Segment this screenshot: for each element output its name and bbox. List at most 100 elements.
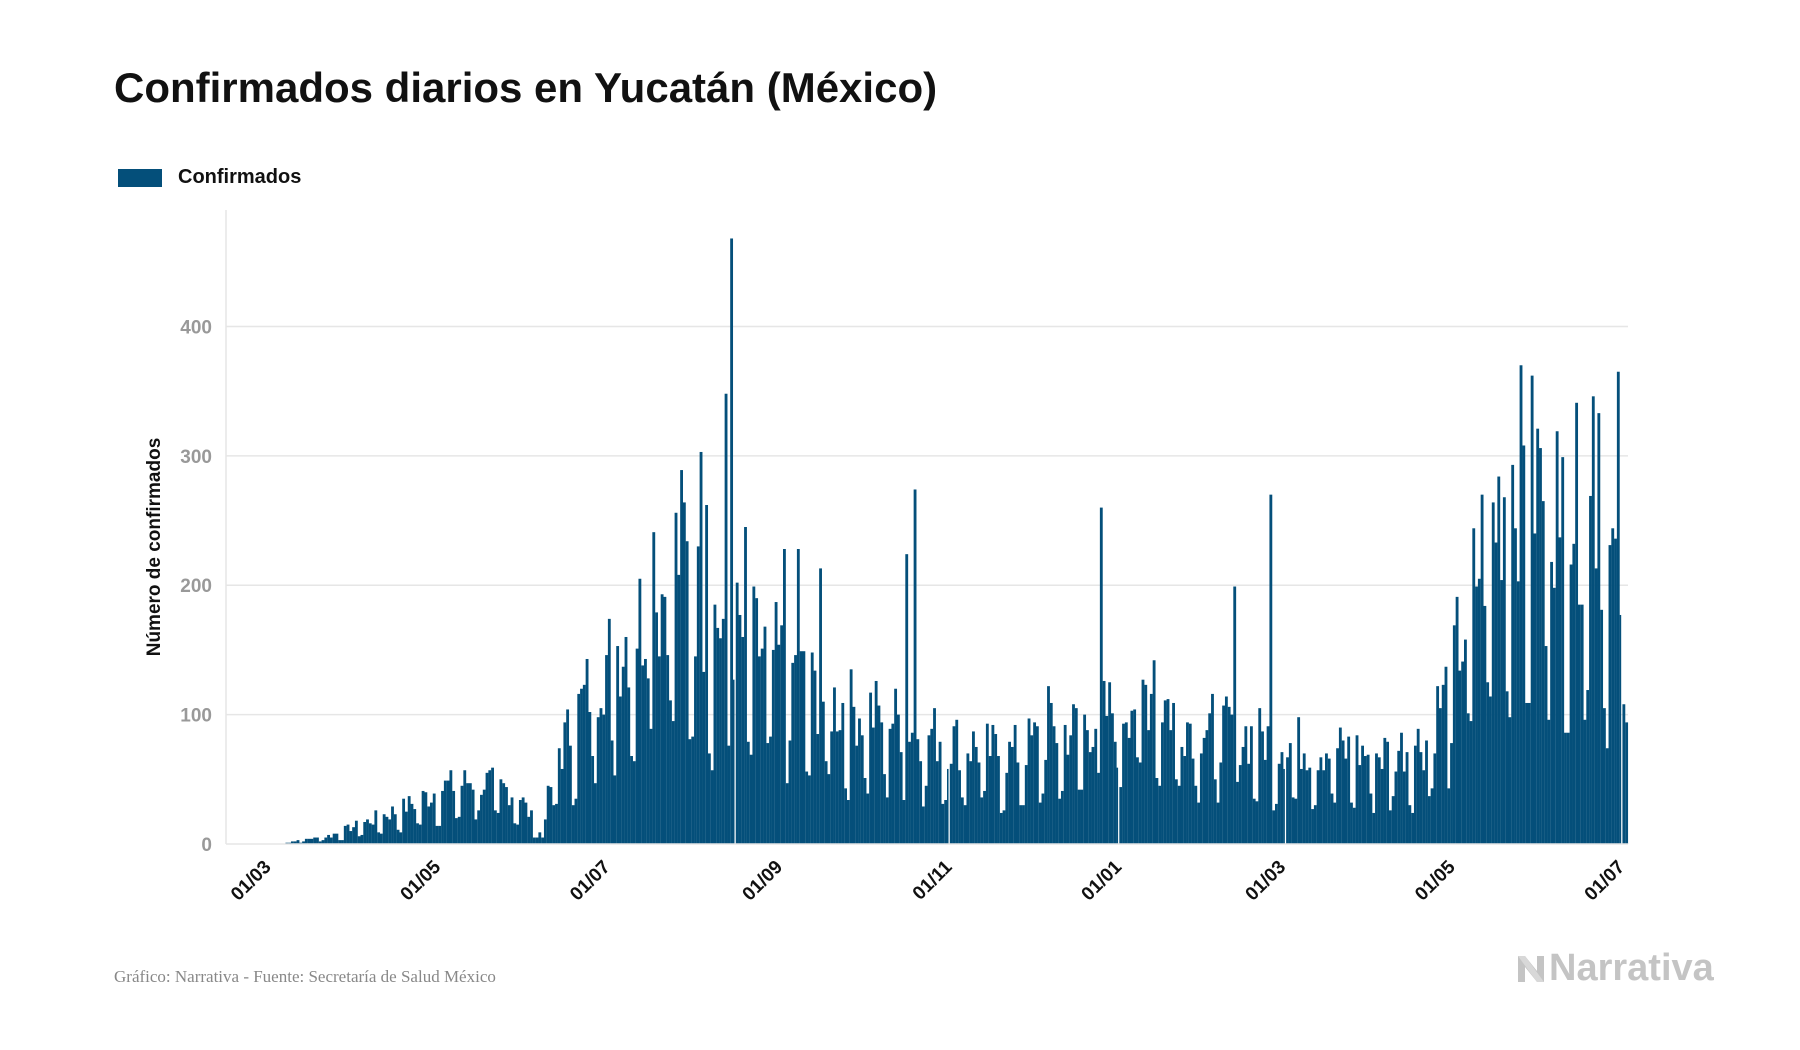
bar (1099, 507, 1103, 844)
bar (385, 816, 389, 844)
bar (1111, 713, 1114, 844)
bar (1316, 770, 1320, 844)
bar (791, 662, 795, 844)
bar (532, 837, 536, 844)
bar (1541, 501, 1545, 844)
bar (677, 574, 681, 844)
bar (1119, 787, 1123, 844)
bar (535, 837, 539, 844)
bar (860, 735, 864, 844)
bar (1441, 684, 1445, 844)
bar (766, 743, 770, 844)
bar (652, 532, 656, 844)
bar (899, 752, 903, 844)
bar (1288, 743, 1292, 844)
y-tick-labels: 0 100 200 300 400 (180, 317, 212, 856)
bar (1436, 686, 1440, 844)
bar (1602, 708, 1606, 844)
bar (1149, 693, 1153, 844)
bar (1380, 768, 1384, 844)
bar (1591, 396, 1595, 844)
bar (738, 614, 742, 844)
bar (1280, 752, 1284, 844)
bar (1569, 564, 1573, 844)
bar (635, 648, 639, 844)
bar (663, 596, 667, 844)
bar (577, 693, 581, 844)
bar (1338, 727, 1342, 844)
bar (1238, 765, 1242, 844)
bar (1622, 704, 1626, 844)
bar (846, 800, 850, 844)
bar (1377, 757, 1381, 844)
bar (1505, 691, 1509, 844)
bar (1227, 706, 1231, 844)
bar (788, 740, 792, 844)
bar (1555, 431, 1559, 844)
bar (721, 618, 725, 844)
bar (1341, 740, 1345, 844)
bar (947, 768, 949, 844)
x-tick-label: 01/09 (739, 857, 787, 905)
bar (457, 816, 461, 844)
bar (316, 837, 319, 844)
bar (1514, 528, 1517, 844)
bar (363, 822, 367, 844)
bar (1155, 778, 1159, 844)
bar (885, 797, 889, 844)
bar (983, 790, 986, 844)
bar (908, 741, 911, 844)
bar (1502, 497, 1506, 844)
bar (496, 812, 500, 844)
bar (624, 636, 628, 844)
bar (1291, 797, 1295, 844)
bar (1127, 737, 1131, 844)
bar (702, 671, 706, 844)
bar (1402, 771, 1406, 844)
bar (1038, 802, 1042, 844)
bar (1044, 759, 1048, 844)
bar (960, 797, 964, 844)
bar (763, 626, 767, 844)
bar (541, 837, 545, 844)
bar (1589, 495, 1592, 844)
bar (841, 702, 845, 844)
bar (619, 696, 622, 844)
bar (630, 756, 633, 844)
bar (1383, 737, 1387, 844)
bar (1274, 803, 1278, 844)
bar (552, 805, 556, 844)
bar (518, 800, 522, 844)
bar (802, 651, 806, 844)
bar (1172, 702, 1175, 844)
bar (1472, 528, 1476, 844)
bar (1163, 700, 1167, 844)
bar (910, 732, 914, 844)
bar (591, 756, 595, 844)
bar (505, 787, 508, 844)
bar (443, 780, 447, 844)
bar (1027, 718, 1031, 844)
bar (988, 756, 992, 844)
bar (1008, 741, 1011, 844)
bar (1074, 708, 1078, 844)
bar (913, 489, 917, 844)
bar (566, 709, 570, 844)
bar (371, 824, 375, 844)
bar (357, 836, 361, 844)
bar (404, 811, 408, 844)
bar (955, 719, 959, 844)
bar (513, 823, 517, 844)
bar (966, 753, 970, 844)
x-tick-label: 01/01 (1078, 856, 1127, 905)
bar (674, 512, 678, 844)
bar (418, 824, 422, 844)
bar (827, 774, 831, 844)
bar (399, 832, 403, 844)
bar (1049, 702, 1053, 844)
narrativa-logo-icon (1518, 955, 1544, 982)
bar (1297, 717, 1301, 844)
bar (816, 734, 820, 844)
bar (321, 840, 325, 844)
bar (1580, 604, 1584, 844)
